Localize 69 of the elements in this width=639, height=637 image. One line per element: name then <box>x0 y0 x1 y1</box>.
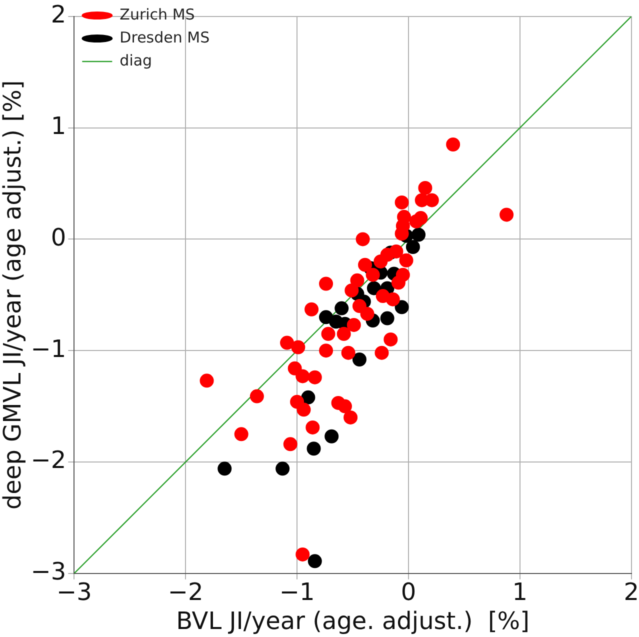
point <box>356 232 370 246</box>
point <box>360 306 374 321</box>
point <box>296 369 310 384</box>
point <box>336 326 351 341</box>
y-tick-label: 2 <box>50 0 66 29</box>
point <box>306 442 321 456</box>
point <box>296 402 311 417</box>
point <box>418 180 432 195</box>
point <box>394 195 409 210</box>
point <box>412 228 426 242</box>
point <box>301 390 316 404</box>
point <box>389 244 404 258</box>
point <box>391 276 406 290</box>
point <box>334 301 349 316</box>
point <box>280 336 294 350</box>
point <box>399 253 414 268</box>
point <box>344 410 358 424</box>
y-tick-label: −2 <box>30 446 66 474</box>
x-tick-label: −2 <box>168 578 204 606</box>
point <box>374 346 389 360</box>
point <box>296 547 310 562</box>
y-tick-label: 1 <box>50 112 66 140</box>
x-axis-title: BVL JI/year (age. adjust.) [%] <box>176 606 530 635</box>
point <box>374 254 388 268</box>
point <box>321 326 336 341</box>
point <box>218 462 232 476</box>
point <box>304 302 319 316</box>
legend-label: diag <box>120 51 152 70</box>
x-tick-label: 0 <box>400 578 416 606</box>
point <box>308 554 322 568</box>
point <box>380 311 394 326</box>
y-tick-label: −3 <box>30 558 66 586</box>
point <box>500 208 514 222</box>
point <box>324 429 339 444</box>
point <box>234 427 248 442</box>
point <box>384 332 398 346</box>
y-axis-title: deep GMVL JI/year (age adjust.) [%] <box>0 80 27 510</box>
x-tick-label: 2 <box>624 578 639 606</box>
point <box>200 374 214 388</box>
point <box>344 283 359 298</box>
point <box>308 370 322 384</box>
point <box>346 318 361 332</box>
legend-label: Zurich MS <box>120 5 195 24</box>
y-tick-label: 0 <box>50 223 66 252</box>
point <box>306 420 320 434</box>
point <box>358 258 372 272</box>
point <box>394 300 409 314</box>
point <box>291 340 306 354</box>
point <box>406 240 420 254</box>
point <box>352 352 366 367</box>
point <box>394 226 409 241</box>
point <box>446 138 460 152</box>
point <box>366 268 380 282</box>
x-tick-label: 1 <box>512 578 528 606</box>
point <box>409 214 424 228</box>
point <box>366 281 381 296</box>
point <box>283 437 298 452</box>
legend-label: Dresden MS <box>120 28 210 46</box>
point <box>350 273 364 288</box>
point <box>319 344 334 358</box>
x-tick-label: −1 <box>279 578 315 606</box>
point <box>424 193 439 208</box>
point <box>319 276 334 291</box>
point <box>276 462 290 476</box>
point <box>250 389 264 404</box>
point <box>386 292 400 306</box>
point <box>338 399 352 414</box>
y-tick-label: −1 <box>30 334 66 363</box>
point <box>341 346 356 360</box>
